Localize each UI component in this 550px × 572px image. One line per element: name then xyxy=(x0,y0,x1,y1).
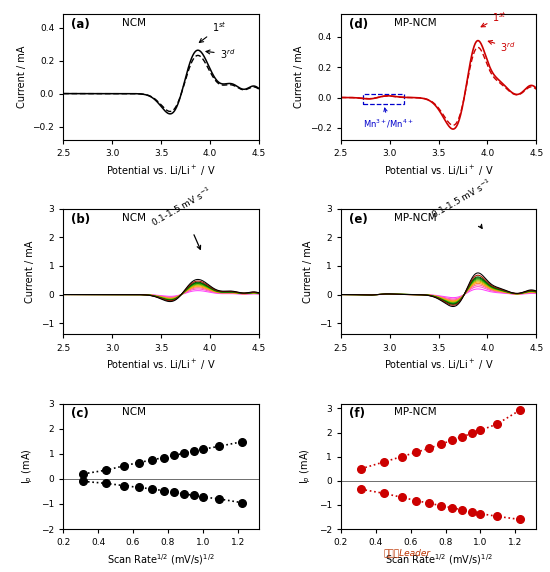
Text: NCM: NCM xyxy=(122,407,146,418)
Text: MP-NCM: MP-NCM xyxy=(394,18,436,28)
Y-axis label: Current / mA: Current / mA xyxy=(25,240,35,303)
Text: Mn$^{3+}$/Mn$^{4+}$: Mn$^{3+}$/Mn$^{4+}$ xyxy=(363,108,414,130)
Text: MP-NCM: MP-NCM xyxy=(394,213,436,223)
Text: (a): (a) xyxy=(71,18,90,31)
X-axis label: Potential vs. Li/Li$^+$ / V: Potential vs. Li/Li$^+$ / V xyxy=(384,164,493,177)
Text: 0.1-1.5 mV s$^{-1}$: 0.1-1.5 mV s$^{-1}$ xyxy=(149,185,214,249)
X-axis label: Scan Rate$^{1/2}$ (mV/s)$^{1/2}$: Scan Rate$^{1/2}$ (mV/s)$^{1/2}$ xyxy=(384,553,492,567)
Text: NCM: NCM xyxy=(122,213,146,223)
Text: NCM: NCM xyxy=(122,18,146,28)
Text: 1$^{st}$: 1$^{st}$ xyxy=(481,10,507,27)
Text: MP-NCM: MP-NCM xyxy=(394,407,436,418)
Y-axis label: Current / mA: Current / mA xyxy=(294,46,305,108)
Text: (e): (e) xyxy=(349,213,367,226)
X-axis label: Potential vs. Li/Li$^+$ / V: Potential vs. Li/Li$^+$ / V xyxy=(384,358,493,372)
Text: 新能源Leader: 新能源Leader xyxy=(383,549,431,558)
Text: (f): (f) xyxy=(349,407,365,420)
Y-axis label: Current / mA: Current / mA xyxy=(303,240,313,303)
Text: 1$^{st}$: 1$^{st}$ xyxy=(199,21,227,42)
Text: 3$^{rd}$: 3$^{rd}$ xyxy=(488,40,515,54)
Text: 3$^{rd}$: 3$^{rd}$ xyxy=(206,47,235,61)
X-axis label: Scan Rate$^{1/2}$ (mV/s)$^{1/2}$: Scan Rate$^{1/2}$ (mV/s)$^{1/2}$ xyxy=(107,553,215,567)
Y-axis label: I$_p$ (mA): I$_p$ (mA) xyxy=(21,448,35,484)
Text: (d): (d) xyxy=(349,18,368,31)
Text: (c): (c) xyxy=(71,407,89,420)
Text: 0.1-1.5 mV s$^{-1}$: 0.1-1.5 mV s$^{-1}$ xyxy=(429,176,494,228)
Y-axis label: I$_p$ (mA): I$_p$ (mA) xyxy=(299,448,313,484)
X-axis label: Potential vs. Li/Li$^+$ / V: Potential vs. Li/Li$^+$ / V xyxy=(106,358,216,372)
X-axis label: Potential vs. Li/Li$^+$ / V: Potential vs. Li/Li$^+$ / V xyxy=(106,164,216,177)
Text: (b): (b) xyxy=(71,213,90,226)
Y-axis label: Current / mA: Current / mA xyxy=(17,46,27,108)
